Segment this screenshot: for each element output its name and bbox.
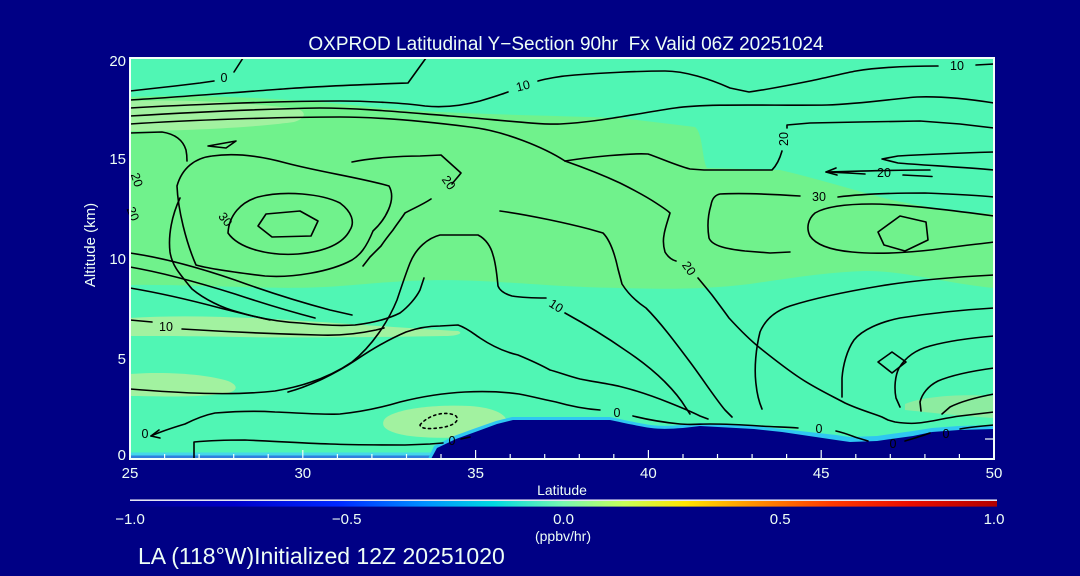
svg-text:35: 35 bbox=[467, 465, 484, 482]
svg-text:15: 15 bbox=[109, 151, 126, 168]
svg-text:30: 30 bbox=[812, 190, 826, 204]
svg-text:20: 20 bbox=[109, 53, 126, 70]
svg-text:20: 20 bbox=[128, 171, 146, 189]
svg-text:0.5: 0.5 bbox=[770, 511, 791, 528]
svg-text:10: 10 bbox=[546, 296, 565, 315]
svg-text:20: 20 bbox=[877, 166, 891, 180]
svg-text:(ppbv/hr): (ppbv/hr) bbox=[535, 528, 591, 544]
svg-text:10: 10 bbox=[159, 320, 173, 334]
svg-text:0: 0 bbox=[221, 71, 228, 85]
svg-text:1.0: 1.0 bbox=[984, 511, 1005, 528]
svg-text:OXPROD Latitudinal Y−Section 9: OXPROD Latitudinal Y−Section 90hr Fx Val… bbox=[308, 34, 824, 55]
svg-text:25: 25 bbox=[122, 465, 139, 482]
svg-text:30: 30 bbox=[215, 210, 235, 230]
svg-text:0: 0 bbox=[118, 447, 126, 464]
svg-text:−0.5: −0.5 bbox=[332, 511, 362, 528]
svg-text:0: 0 bbox=[142, 427, 149, 441]
svg-text:−1.0: −1.0 bbox=[115, 511, 145, 528]
svg-text:20: 20 bbox=[777, 132, 791, 146]
svg-text:LA (118°W)Initialized 12Z 2025: LA (118°W)Initialized 12Z 20251020 bbox=[138, 543, 505, 569]
svg-text:0: 0 bbox=[614, 406, 621, 420]
svg-text:0.0: 0.0 bbox=[553, 511, 574, 528]
svg-text:0: 0 bbox=[449, 434, 456, 448]
svg-text:30: 30 bbox=[294, 465, 311, 482]
svg-text:20: 20 bbox=[439, 173, 458, 192]
svg-text:20: 20 bbox=[124, 205, 142, 223]
svg-text:0: 0 bbox=[816, 422, 823, 436]
svg-text:10: 10 bbox=[515, 78, 532, 95]
svg-text:10: 10 bbox=[950, 59, 964, 73]
svg-text:5: 5 bbox=[118, 351, 126, 368]
svg-text:0: 0 bbox=[943, 427, 950, 441]
svg-text:20: 20 bbox=[679, 259, 698, 278]
svg-text:0: 0 bbox=[890, 437, 897, 451]
svg-text:10: 10 bbox=[109, 251, 126, 268]
svg-text:50: 50 bbox=[986, 465, 1003, 482]
svg-text:Latitude: Latitude bbox=[537, 482, 587, 498]
svg-text:40: 40 bbox=[640, 465, 657, 482]
svg-text:45: 45 bbox=[813, 465, 830, 482]
svg-text:Altitude (km): Altitude (km) bbox=[82, 203, 99, 287]
